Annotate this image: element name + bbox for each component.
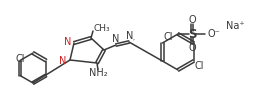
Text: Cl: Cl (194, 61, 204, 71)
Text: NH₂: NH₂ (89, 68, 107, 78)
Text: Cl: Cl (16, 54, 25, 64)
Text: N: N (59, 56, 66, 66)
Text: S: S (188, 28, 196, 41)
Text: O: O (188, 15, 196, 25)
Text: CH₃: CH₃ (94, 24, 111, 33)
Text: N: N (112, 34, 120, 44)
Text: N: N (126, 31, 134, 41)
Text: ′: ′ (133, 39, 135, 47)
Text: O: O (188, 43, 196, 53)
Text: O⁻: O⁻ (208, 29, 221, 39)
Text: Cl: Cl (163, 32, 173, 42)
Text: Na⁺: Na⁺ (226, 21, 245, 31)
Text: N: N (64, 37, 71, 47)
